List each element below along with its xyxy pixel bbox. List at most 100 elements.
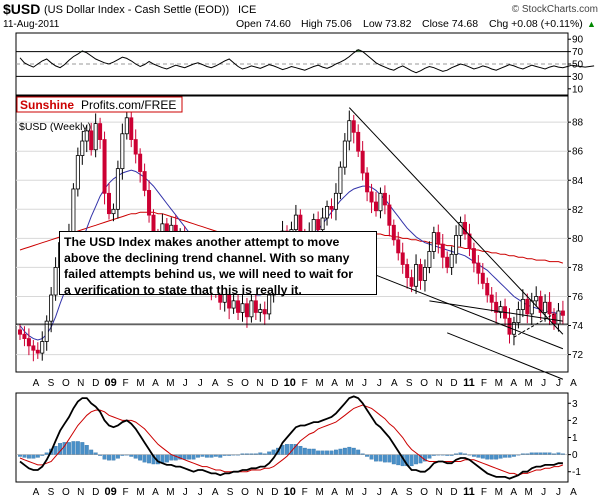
price-candle <box>543 294 548 322</box>
price-candle <box>147 180 152 223</box>
price-candle <box>373 191 378 217</box>
x-tick-label: F <box>123 487 129 498</box>
macd-tick-label: 2 <box>572 416 578 427</box>
x-tick-label: D <box>450 378 457 389</box>
x-tick-label: N <box>435 487 442 498</box>
price-candle <box>115 160 120 219</box>
price-candle <box>369 183 374 214</box>
candle-body <box>356 131 361 152</box>
price-candle <box>409 269 414 293</box>
macd-histogram-bar <box>191 454 196 460</box>
candle-body <box>267 294 272 315</box>
x-tick-label: J <box>183 487 188 498</box>
macd-histogram-bar <box>84 445 89 455</box>
price-candle <box>84 125 89 153</box>
price-candle <box>231 295 236 314</box>
price-candle <box>329 198 334 219</box>
candle-body <box>98 123 103 140</box>
candle-body <box>44 320 49 342</box>
price-candle <box>40 331 45 361</box>
x-tick-label: 11 <box>463 377 475 389</box>
candle-body <box>31 345 36 351</box>
price-tick-label: 82 <box>572 205 584 216</box>
symbol-label: $USD <box>3 1 40 17</box>
price-candle <box>427 241 432 274</box>
candle-body <box>431 232 436 252</box>
x-tick-label: O <box>420 487 428 498</box>
macd-histogram-bar <box>271 449 276 455</box>
candle-body <box>347 120 352 142</box>
price-candle <box>93 113 98 158</box>
x-tick-label: J <box>541 487 546 498</box>
candle-body <box>40 341 45 354</box>
macd-histogram-bar <box>285 444 289 455</box>
rsi-tick-label: 70 <box>572 47 584 58</box>
candle-body <box>409 277 414 287</box>
x-tick-label: M <box>345 378 353 389</box>
price-candle <box>471 242 476 273</box>
candle-body <box>253 300 258 313</box>
price-candle <box>240 293 245 322</box>
price-candle <box>534 286 539 307</box>
candle-body <box>449 253 454 268</box>
x-tick-label: S <box>406 487 413 498</box>
x-tick-label: M <box>136 378 144 389</box>
x-tick-label: S <box>406 378 413 389</box>
candle-body <box>365 172 370 193</box>
candle-body <box>84 130 89 142</box>
candle-body <box>520 298 525 310</box>
candle-body <box>249 300 254 318</box>
candle-body <box>556 310 561 325</box>
candle-body <box>391 224 396 241</box>
candle-body <box>115 168 120 210</box>
candle-body <box>231 300 236 309</box>
x-tick-label: A <box>391 378 398 389</box>
macd-histogram-bar <box>209 454 214 458</box>
price-candle <box>120 123 125 180</box>
candle-body <box>333 192 338 210</box>
up-arrow-icon: ▲ <box>587 19 596 29</box>
macd-signal-line <box>19 404 564 476</box>
rsi-overbought-fill <box>355 49 361 52</box>
copyright-label[interactable]: © StockCharts.com <box>512 4 598 15</box>
x-tick-label: S <box>48 487 55 498</box>
macd-histogram-bar <box>115 454 120 459</box>
candle-body <box>436 232 441 245</box>
price-candle <box>498 300 503 319</box>
price-tick-label: 78 <box>572 263 584 274</box>
price-candle <box>138 148 143 183</box>
macd-histogram-bar <box>316 450 321 455</box>
macd-histogram-bar <box>387 454 392 463</box>
macd-histogram-bar <box>196 454 200 458</box>
macd-histogram-bar <box>53 445 58 455</box>
macd-histogram-bar <box>80 442 85 455</box>
price-candle <box>440 234 445 269</box>
candle-body <box>129 117 134 140</box>
price-candle <box>320 207 325 236</box>
macd-histogram-bar <box>342 447 347 455</box>
x-tick-label: M <box>525 378 533 389</box>
symbol-description: (US Dollar Index - Cash Settle (EOD)) <box>44 4 229 16</box>
watermark: Sunshine Profits.com/FREE <box>16 96 183 113</box>
macd-histogram-bar <box>35 454 40 458</box>
price-candle <box>53 257 58 301</box>
x-tick-label: J <box>556 378 561 389</box>
candle-body <box>35 349 40 354</box>
price-candle <box>476 255 481 285</box>
candle-body <box>53 267 58 296</box>
price-candle <box>26 328 31 356</box>
candle-body <box>80 140 85 156</box>
price-tick-label: 88 <box>572 118 584 129</box>
x-tick-label: M <box>166 487 174 498</box>
change-label: Chg +0.08 (+0.11%) <box>489 18 583 30</box>
price-candle <box>494 292 499 324</box>
x-tick-label: F <box>123 378 129 389</box>
price-tick-label: 76 <box>572 292 584 303</box>
candle-body <box>111 208 116 215</box>
candle-body <box>17 329 22 335</box>
price-candle <box>338 161 343 200</box>
rsi-tick-label: 10 <box>572 84 584 95</box>
x-tick-label: A <box>331 487 338 498</box>
candle-body <box>360 150 365 174</box>
candle-body <box>467 233 472 249</box>
